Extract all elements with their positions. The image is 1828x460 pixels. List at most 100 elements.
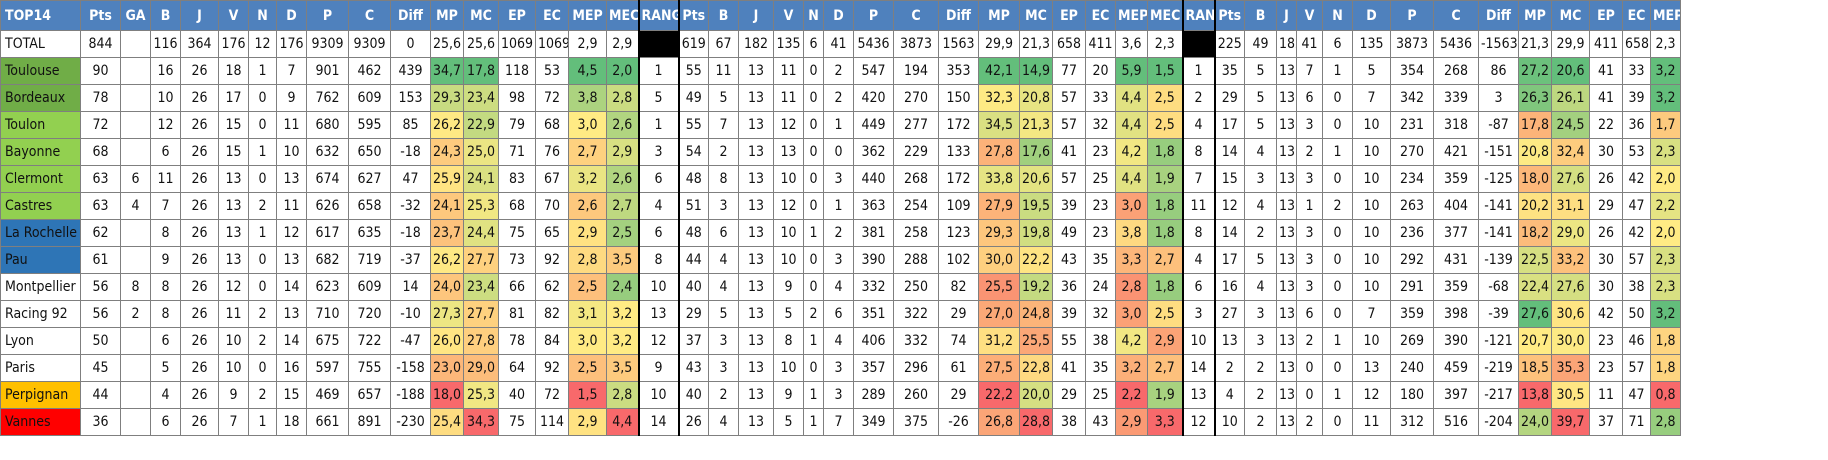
cell-n-home[interactable]: 0 [803,165,824,193]
cell-d-away[interactable]: 10 [1352,246,1391,274]
cell-v-home[interactable]: 8 [773,327,804,355]
cell-b-overall[interactable]: 11 [150,165,181,193]
rank-cell-home[interactable]: 3 [637,138,679,166]
cell-v-overall[interactable]: 12 [218,273,249,301]
cell-mep-overall[interactable]: 2,5 [568,354,607,382]
cell-j-away[interactable]: 13 [1276,138,1297,166]
cell-diff-home[interactable]: 61 [938,354,979,382]
cell-b-overall[interactable]: 5 [150,354,181,382]
cell-ec-home[interactable]: 25 [1085,381,1116,409]
cell-diff-away[interactable]: -139 [1478,246,1519,274]
cell-ga-overall[interactable]: 6 [120,165,151,193]
header-mc-away[interactable]: MC [1551,0,1590,31]
cell-n-overall[interactable]: 0 [248,165,277,193]
cell-p-overall[interactable]: 674 [306,165,349,193]
cell-mc-away[interactable]: 35,3 [1551,354,1590,382]
cell-b-away[interactable]: 5 [1244,84,1277,112]
cell-mp-away[interactable]: 22,4 [1518,273,1552,301]
cell-n-overall[interactable]: 0 [248,273,277,301]
cell-mc-home[interactable]: 22,2 [1019,246,1053,274]
cell-mec-overall[interactable]: 2,8 [606,84,639,112]
cell-d-home[interactable]: 6 [823,300,854,328]
cell-d-away[interactable]: 5 [1352,57,1391,85]
cell-pts-overall[interactable]: 78 [80,84,121,112]
cell-j-home[interactable]: 13 [738,111,774,139]
cell-ep-overall[interactable]: 73 [498,246,536,274]
cell-ep-home[interactable]: 658 [1052,30,1086,58]
cell-diff-overall[interactable]: -18 [390,138,431,166]
cell-ep-overall[interactable]: 83 [498,165,536,193]
cell-d-overall[interactable]: 7 [276,57,307,85]
cell-b-away[interactable]: 2 [1244,219,1277,247]
cell-j-away[interactable]: 13 [1276,57,1297,85]
cell-v-away[interactable]: 7 [1296,57,1323,85]
cell-ga-overall[interactable] [120,381,151,409]
cell-diff-home[interactable]: 172 [938,165,979,193]
cell-ep-home[interactable]: 41 [1052,138,1086,166]
cell-c-overall[interactable]: 9309 [348,30,391,58]
header-p-overall[interactable]: P [306,0,349,31]
cell-ec-away[interactable]: 57 [1622,246,1651,274]
header-pts-overall[interactable]: Pts [80,0,121,31]
cell-mp-away[interactable]: 18,2 [1518,219,1552,247]
cell-j-home[interactable]: 182 [738,30,774,58]
cell-j-overall[interactable]: 26 [180,219,219,247]
cell-c-away[interactable]: 404 [1433,192,1479,220]
cell-b-away[interactable]: 5 [1244,246,1277,274]
cell-mp-overall[interactable]: 25,6 [430,30,464,58]
cell-mp-overall[interactable]: 25,4 [430,408,464,436]
cell-v-overall[interactable]: 11 [218,300,249,328]
cell-c-overall[interactable]: 462 [348,57,391,85]
cell-pts-away[interactable]: 10 [1213,408,1245,436]
cell-diff-away[interactable]: -141 [1478,192,1519,220]
cell-d-home[interactable]: 0 [823,138,854,166]
cell-ec-home[interactable]: 20 [1085,57,1116,85]
cell-mec-home[interactable]: 2,5 [1147,300,1183,328]
rank-cell-away[interactable]: 1 [1181,57,1215,85]
cell-d-overall[interactable]: 14 [276,273,307,301]
cell-diff-overall[interactable]: -32 [390,192,431,220]
cell-b-home[interactable]: 3 [708,327,739,355]
cell-ga-overall[interactable] [120,111,151,139]
cell-mec-overall[interactable]: 4,4 [606,408,639,436]
cell-mep-home[interactable]: 5,9 [1115,57,1148,85]
cell-ec-away[interactable]: 47 [1622,192,1651,220]
header-d-home[interactable]: D [823,0,854,31]
cell-mep-away[interactable]: 0,8 [1650,381,1681,409]
cell-p-away[interactable]: 354 [1390,57,1434,85]
cell-pts-home[interactable]: 26 [677,408,709,436]
cell-mep-away[interactable]: 1,8 [1650,354,1681,382]
cell-mc-home[interactable]: 21,3 [1019,30,1053,58]
cell-ep-away[interactable]: 30 [1589,246,1623,274]
cell-mc-away[interactable]: 24,5 [1551,111,1590,139]
rank-cell-away[interactable]: 11 [1181,192,1215,220]
cell-ep-overall[interactable]: 1069 [498,30,536,58]
cell-mep-overall[interactable]: 3,2 [568,165,607,193]
cell-pts-home[interactable]: 51 [677,192,709,220]
cell-p-home[interactable]: 381 [853,219,894,247]
cell-diff-overall[interactable]: -37 [390,246,431,274]
cell-j-overall[interactable]: 26 [180,138,219,166]
cell-j-away[interactable]: 13 [1276,192,1297,220]
cell-mec-overall[interactable]: 2,6 [606,111,639,139]
cell-p-away[interactable]: 240 [1390,354,1434,382]
cell-ga-overall[interactable]: 4 [120,192,151,220]
cell-pts-overall[interactable]: 72 [80,111,121,139]
cell-b-home[interactable]: 2 [708,138,739,166]
cell-mep-away[interactable]: 1,8 [1650,327,1681,355]
cell-n-home[interactable]: 1 [803,219,824,247]
cell-b-away[interactable]: 3 [1244,165,1277,193]
cell-p-overall[interactable]: 617 [306,219,349,247]
cell-ec-overall[interactable]: 65 [535,219,569,247]
cell-ec-overall[interactable]: 114 [535,408,569,436]
cell-mp-overall[interactable]: 24,3 [430,138,464,166]
cell-d-away[interactable]: 10 [1352,219,1391,247]
cell-v-overall[interactable]: 13 [218,192,249,220]
cell-d-away[interactable]: 12 [1352,381,1391,409]
cell-ep-overall[interactable]: 98 [498,84,536,112]
cell-p-away[interactable]: 269 [1390,327,1434,355]
cell-mp-away[interactable]: 24,0 [1518,408,1552,436]
cell-ep-home[interactable]: 77 [1052,57,1086,85]
cell-b-overall[interactable]: 16 [150,57,181,85]
cell-n-overall[interactable]: 2 [248,327,277,355]
